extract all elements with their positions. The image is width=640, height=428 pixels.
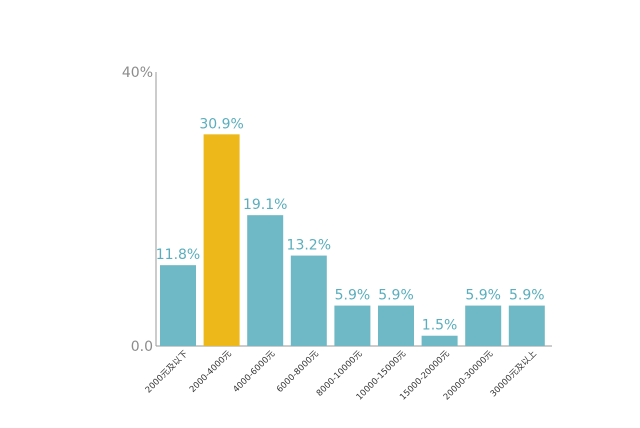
- bar: [421, 335, 458, 346]
- bar-data-label: 13.2%: [287, 238, 331, 254]
- bar-data-label: 30.9%: [199, 116, 243, 132]
- x-tick-label: 8000-10000元: [315, 349, 365, 399]
- x-tick-label: 6000-8000元: [275, 349, 321, 395]
- bars: [160, 134, 545, 346]
- y-tick-label: 0.0: [131, 339, 153, 355]
- bar: [290, 255, 327, 346]
- bar: [465, 305, 502, 346]
- x-tick-label: 30000元及以上: [489, 349, 540, 400]
- bar: [203, 134, 240, 346]
- bar-data-label: 5.9%: [465, 288, 501, 304]
- x-tick-label: 2000-4000元: [188, 349, 234, 395]
- data-labels: 11.8% 30.9% 19.1% 13.2% 5.9% 5.9% 1.5% 5.9% 5.9%: [156, 116, 545, 333]
- bar: [334, 305, 371, 346]
- bar-data-label: 5.9%: [335, 288, 371, 304]
- bar-data-label: 19.1%: [243, 197, 287, 213]
- x-tick-label: 2000元及以下: [144, 349, 191, 396]
- bar-data-label: 5.9%: [378, 288, 414, 304]
- x-tick-label: 4000-6000元: [231, 349, 277, 395]
- bar: [160, 265, 196, 346]
- bar: [508, 305, 545, 346]
- bar-data-label: 11.8%: [156, 247, 200, 263]
- tick-labels: 0.0 40% 2000元及以下2000-4000元4000-6000元6000-8…: [122, 65, 539, 403]
- y-tick-label: 40%: [122, 65, 153, 81]
- bar: [378, 305, 414, 346]
- bar-data-label: 5.9%: [509, 288, 545, 304]
- bar-data-label: 1.5%: [422, 318, 458, 334]
- bar: [247, 215, 284, 346]
